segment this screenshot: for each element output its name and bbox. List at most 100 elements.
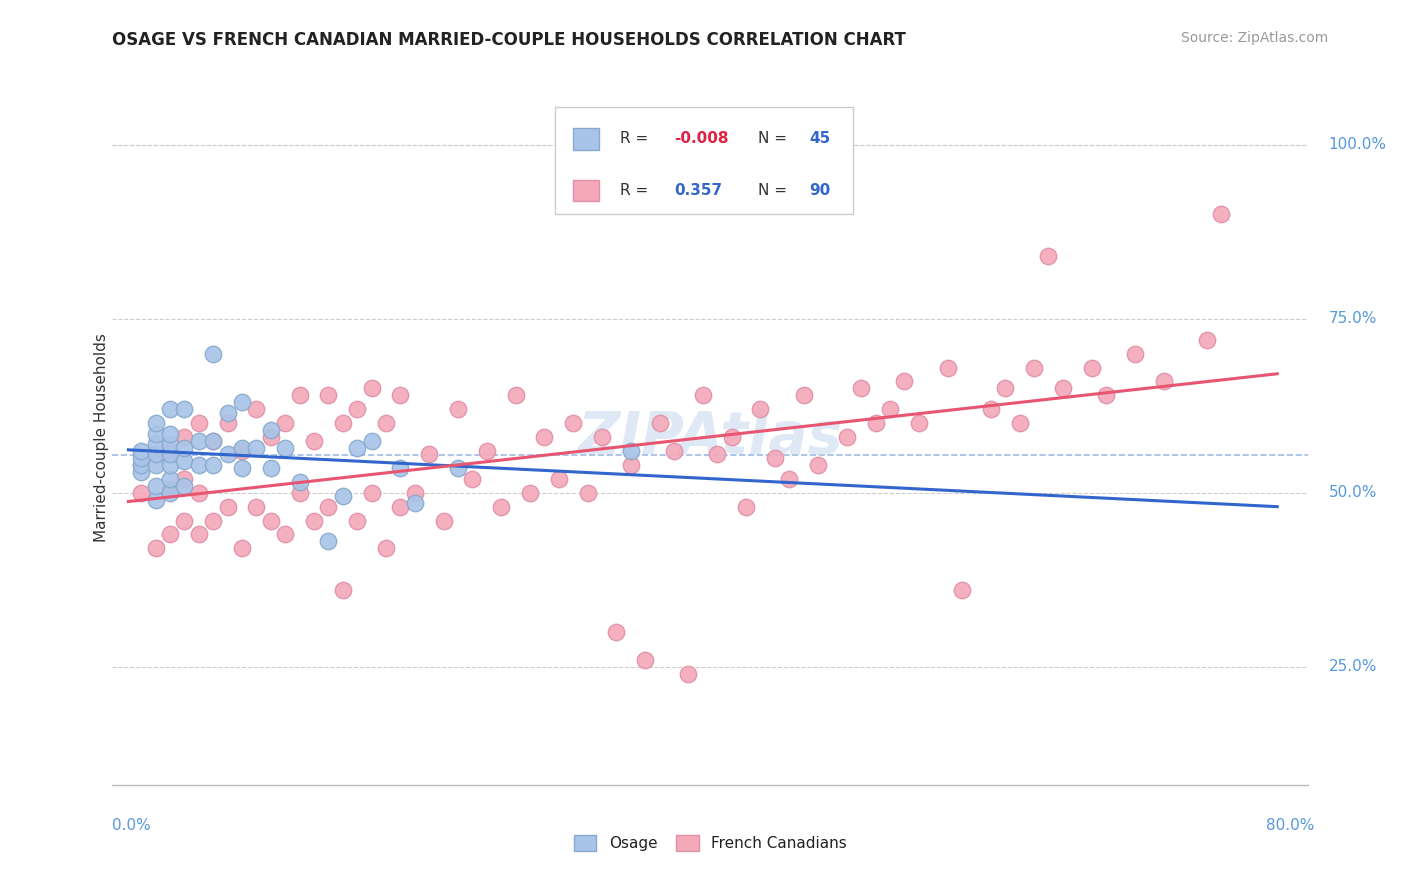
Point — [346, 441, 368, 455]
Text: -0.008: -0.008 — [675, 131, 728, 146]
Text: N =: N = — [758, 131, 792, 146]
Point — [389, 461, 412, 475]
Point — [231, 441, 253, 455]
Point — [159, 402, 181, 417]
Point — [187, 458, 209, 472]
Point — [129, 485, 152, 500]
Point — [260, 430, 283, 444]
Point — [288, 485, 311, 500]
Point — [159, 527, 181, 541]
Text: N =: N = — [758, 183, 792, 198]
Point — [851, 381, 873, 395]
Point — [202, 458, 225, 472]
Point — [145, 458, 167, 472]
Point — [302, 514, 325, 528]
Point — [159, 437, 181, 451]
Point — [447, 402, 470, 417]
Point — [173, 441, 195, 455]
Point — [202, 434, 225, 448]
Point — [173, 479, 195, 493]
Point — [634, 653, 657, 667]
Point — [217, 416, 239, 430]
Point — [533, 430, 555, 444]
Point — [389, 500, 412, 514]
Point — [375, 541, 398, 556]
Point — [145, 437, 167, 451]
Point — [145, 426, 167, 441]
Bar — [572, 128, 599, 150]
Text: OSAGE VS FRENCH CANADIAN MARRIED-COUPLE HOUSEHOLDS CORRELATION CHART: OSAGE VS FRENCH CANADIAN MARRIED-COUPLE … — [112, 31, 907, 49]
Text: 80.0%: 80.0% — [1267, 818, 1315, 832]
Text: 90: 90 — [810, 183, 831, 198]
Point — [865, 416, 887, 430]
Point — [245, 441, 267, 455]
Point — [217, 500, 239, 514]
Text: 0.357: 0.357 — [675, 183, 723, 198]
Text: 45: 45 — [810, 131, 831, 146]
Point — [447, 461, 470, 475]
Point — [159, 447, 181, 462]
Point — [433, 514, 456, 528]
Point — [129, 444, 152, 458]
Point — [893, 375, 915, 389]
Point — [778, 472, 800, 486]
Point — [879, 402, 901, 417]
Point — [735, 500, 758, 514]
Point — [302, 434, 325, 448]
Point — [159, 458, 181, 472]
Point — [519, 485, 541, 500]
Point — [1195, 333, 1218, 347]
Point — [159, 444, 181, 458]
Point — [187, 416, 209, 430]
Point — [505, 388, 527, 402]
Point — [202, 346, 225, 360]
Point — [1008, 416, 1031, 430]
Point — [159, 485, 181, 500]
Point — [1211, 207, 1233, 221]
Point — [129, 458, 152, 472]
Point — [1052, 381, 1074, 395]
Point — [173, 430, 195, 444]
Point — [1123, 346, 1146, 360]
Point — [950, 583, 973, 598]
Point — [159, 426, 181, 441]
Point — [260, 514, 283, 528]
Point — [1095, 388, 1118, 402]
Point — [145, 541, 167, 556]
Point — [217, 447, 239, 462]
Point — [346, 402, 368, 417]
Point — [260, 423, 283, 437]
Point — [187, 485, 209, 500]
Point — [173, 472, 195, 486]
Text: R =: R = — [620, 183, 654, 198]
Text: 0.0%: 0.0% — [112, 818, 152, 832]
Point — [662, 444, 685, 458]
Point — [145, 447, 167, 462]
Point — [389, 388, 412, 402]
Point — [245, 402, 267, 417]
Point — [245, 500, 267, 514]
Point — [187, 434, 209, 448]
Point — [159, 482, 181, 496]
Point — [620, 458, 643, 472]
Point — [706, 447, 728, 462]
Point — [274, 441, 297, 455]
Point — [129, 458, 152, 472]
Point — [274, 416, 297, 430]
Text: 25.0%: 25.0% — [1329, 659, 1376, 674]
Point — [318, 388, 340, 402]
Point — [404, 485, 426, 500]
Point — [1080, 360, 1102, 375]
Point — [749, 402, 772, 417]
Point — [418, 447, 440, 462]
Point — [231, 541, 253, 556]
Point — [576, 485, 599, 500]
Legend: Osage, French Canadians: Osage, French Canadians — [568, 830, 852, 857]
Point — [202, 514, 225, 528]
Point — [807, 458, 830, 472]
Point — [332, 583, 354, 598]
Point — [562, 416, 585, 430]
Point — [187, 527, 209, 541]
Point — [994, 381, 1017, 395]
Point — [145, 447, 167, 462]
